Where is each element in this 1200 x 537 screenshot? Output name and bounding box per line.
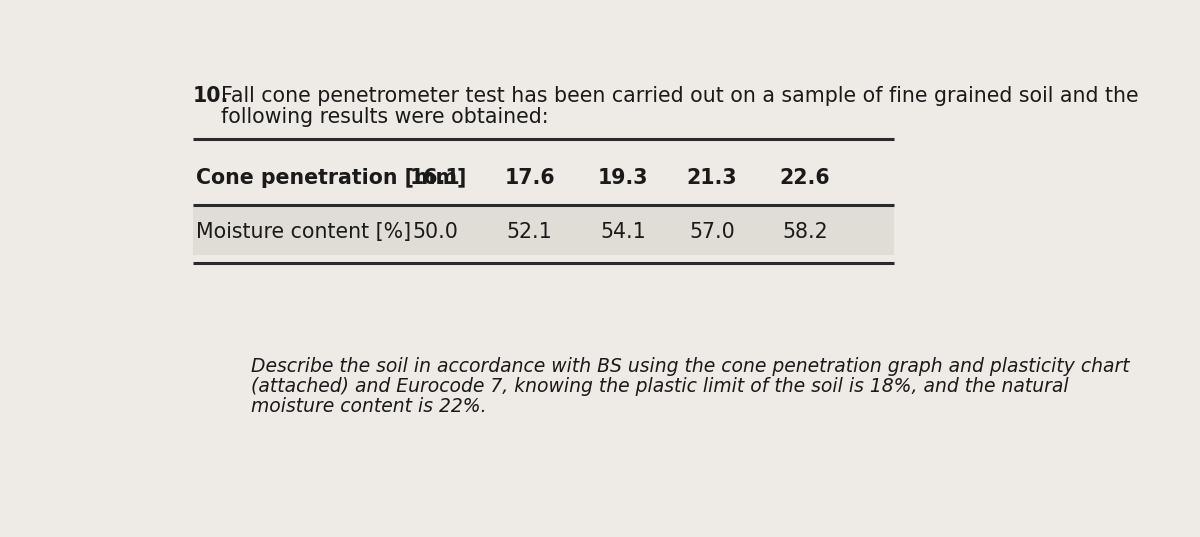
Text: Cone penetration [mm]: Cone penetration [mm] <box>197 169 467 188</box>
Text: 22.6: 22.6 <box>780 169 830 188</box>
Text: following results were obtained:: following results were obtained: <box>221 107 548 127</box>
Text: 54.1: 54.1 <box>600 222 646 242</box>
Text: moisture content is 22%.: moisture content is 22%. <box>251 397 486 416</box>
Text: 10.: 10. <box>193 86 229 106</box>
Text: 21.3: 21.3 <box>686 169 737 188</box>
Text: Describe the soil in accordance with BS using the cone penetration graph and pla: Describe the soil in accordance with BS … <box>251 357 1129 376</box>
Text: 58.2: 58.2 <box>782 222 828 242</box>
Text: 16.1: 16.1 <box>410 169 461 188</box>
Text: 19.3: 19.3 <box>598 169 648 188</box>
Text: Moisture content [%]: Moisture content [%] <box>197 222 412 242</box>
Text: Fall cone penetrometer test has been carried out on a sample of fine grained soi: Fall cone penetrometer test has been car… <box>221 86 1139 106</box>
Text: 17.6: 17.6 <box>504 169 556 188</box>
Text: 52.1: 52.1 <box>506 222 553 242</box>
Text: 50.0: 50.0 <box>413 222 458 242</box>
Text: 57.0: 57.0 <box>689 222 734 242</box>
Bar <box>193 205 894 256</box>
Text: (attached) and Eurocode 7, knowing the plastic limit of the soil is 18%, and the: (attached) and Eurocode 7, knowing the p… <box>251 377 1068 396</box>
